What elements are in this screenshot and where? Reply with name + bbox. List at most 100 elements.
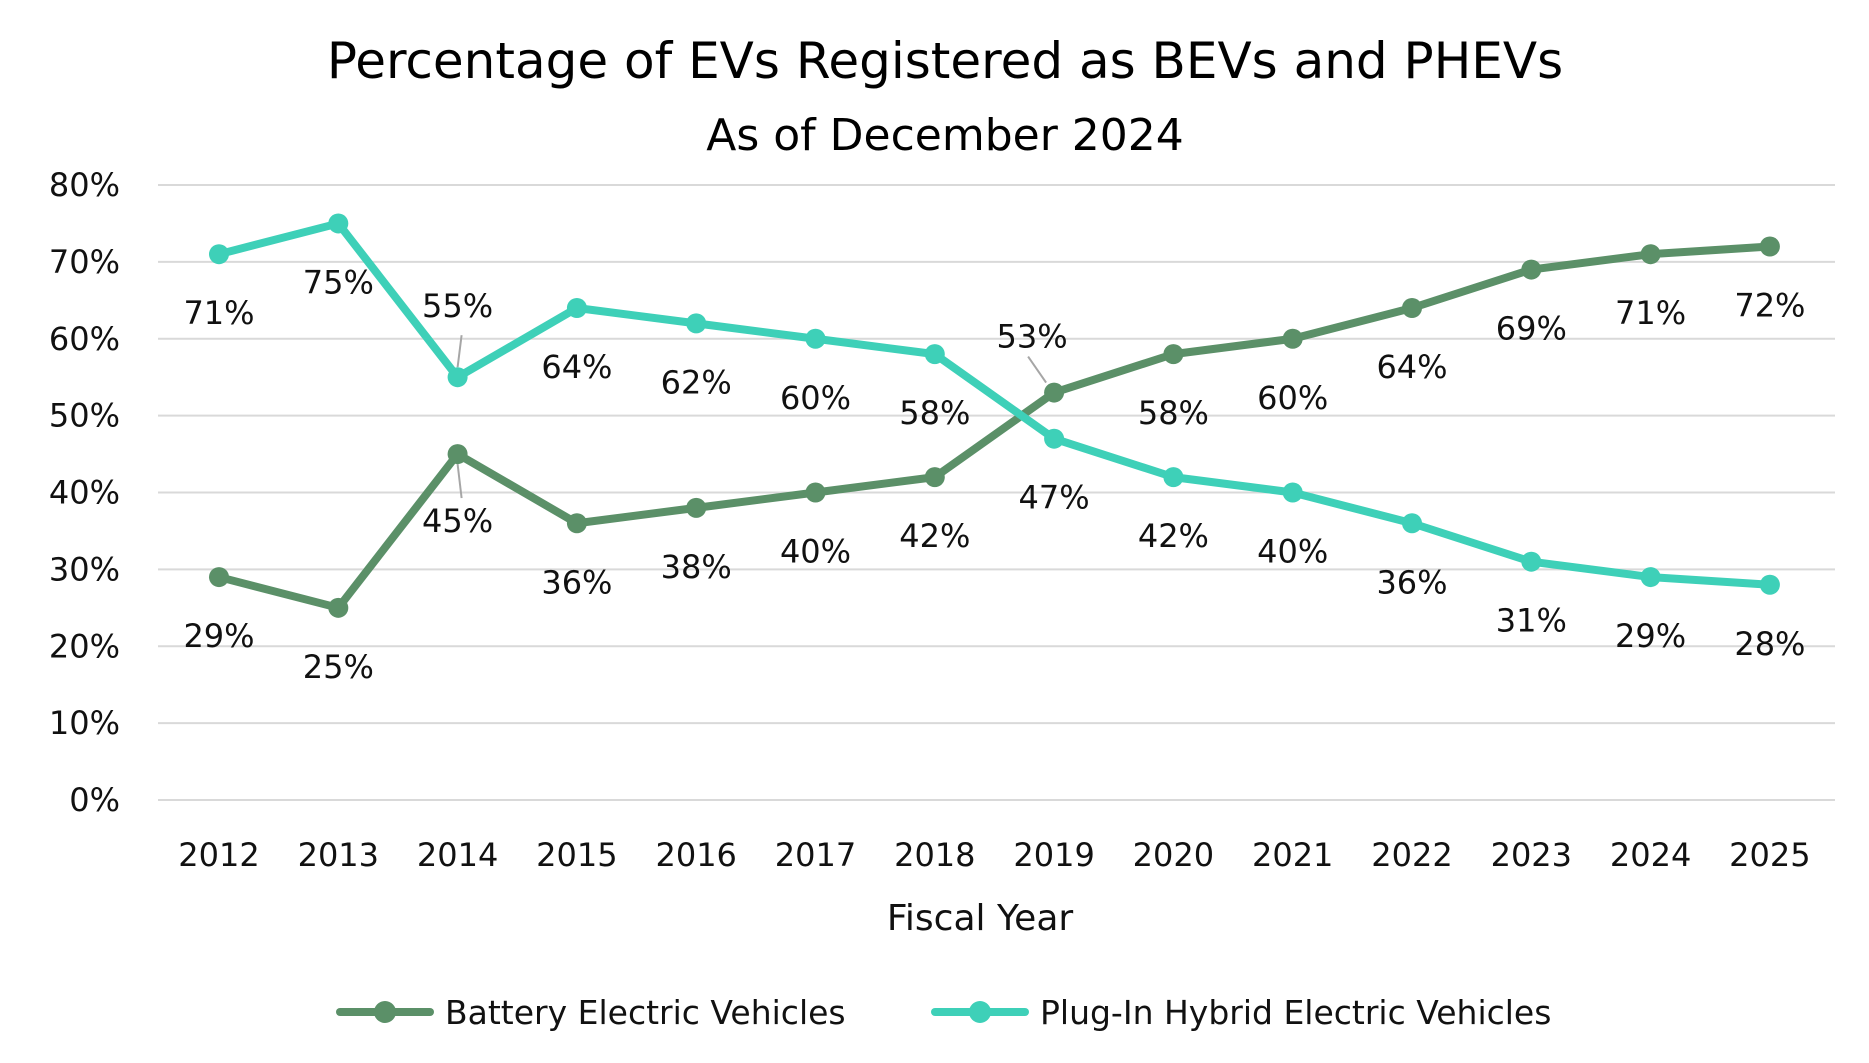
data-point: [805, 482, 826, 503]
legend-label: Battery Electric Vehicles: [445, 993, 846, 1032]
data-point: [1521, 259, 1542, 280]
data-label-phev: 60%: [780, 379, 851, 417]
data-point: [1640, 567, 1661, 588]
x-tick-label: 2025: [1729, 836, 1810, 874]
data-point: [1759, 236, 1780, 257]
y-tick-label: 80%: [49, 166, 120, 204]
x-tick-label: 2014: [417, 836, 498, 874]
y-tick-label: 20%: [49, 627, 120, 665]
legend-swatch-marker: [374, 1001, 396, 1023]
x-tick-label: 2012: [178, 836, 259, 874]
x-tick-label: 2016: [655, 836, 736, 874]
data-label-phev: 40%: [1257, 533, 1328, 571]
data-label-bev: 45%: [422, 502, 493, 540]
y-tick-label: 70%: [49, 243, 120, 281]
data-point: [686, 497, 707, 518]
x-tick-label: 2023: [1491, 836, 1572, 874]
x-tick-label: 2022: [1371, 836, 1452, 874]
data-label-bev: 71%: [1615, 294, 1686, 332]
series-bev: [209, 236, 1780, 618]
data-label-bev: 53%: [997, 318, 1068, 356]
y-tick-label: 30%: [49, 550, 120, 588]
data-label-phev: 55%: [422, 287, 493, 325]
data-point: [1282, 328, 1303, 349]
series-line: [215, 219, 1774, 589]
data-label-bev: 60%: [1257, 379, 1328, 417]
data-point: [1402, 513, 1422, 534]
data-label-bev: 29%: [183, 617, 254, 655]
data-point: [447, 367, 468, 388]
data-label-phev: 71%: [183, 294, 254, 332]
data-label-bev: 58%: [1138, 394, 1209, 432]
x-tick-label: 2018: [894, 836, 975, 874]
data-point: [805, 328, 826, 349]
x-tick-label: 2021: [1252, 836, 1333, 874]
series-line: [215, 242, 1774, 612]
data-point: [1163, 344, 1184, 365]
x-tick-label: 2015: [536, 836, 617, 874]
data-point: [209, 244, 229, 265]
data-label-bev: 25%: [303, 648, 374, 686]
data-labels: 29% 71% 25% 75% 45% 55% 36% 64% 38% 62% 40% 60% 42% 5…: [183, 263, 1805, 685]
data-label-bev: 42%: [899, 517, 970, 555]
x-tick-label: 2020: [1133, 836, 1214, 874]
data-label-phev: 42%: [1138, 517, 1209, 555]
data-label-phev: 28%: [1734, 625, 1805, 663]
data-point: [1521, 551, 1542, 572]
x-axis-tick-labels: 2012 2013 2014 2015 2016 2017 2018 2019 2020 2021…: [178, 836, 1810, 874]
chart-title: Percentage of EVs Registered as BEVs and…: [327, 32, 1563, 90]
data-point: [1044, 428, 1065, 449]
legend-label: Plug-In Hybrid Electric Vehicles: [1040, 993, 1551, 1032]
data-point: [1402, 298, 1422, 318]
x-tick-label: 2019: [1013, 836, 1094, 874]
data-point: [1759, 574, 1780, 595]
y-tick-label: 10%: [49, 704, 120, 742]
data-label-bev: 36%: [541, 563, 612, 601]
leader-line: [456, 463, 463, 499]
data-point: [1640, 244, 1661, 265]
data-point: [447, 444, 468, 465]
data-label-bev: 72%: [1734, 287, 1805, 325]
data-label-phev: 36%: [1376, 563, 1447, 601]
data-point: [1044, 382, 1065, 403]
legend: Battery Electric Vehicles Plug-In Hybrid …: [336, 993, 1551, 1032]
gridlines: [158, 184, 1835, 801]
y-tick-label: 50%: [49, 397, 120, 435]
data-label-phev: 47%: [1019, 479, 1090, 517]
data-point: [328, 597, 349, 618]
series-phev: [209, 213, 1780, 595]
data-point: [686, 313, 707, 334]
data-label-phev: 58%: [899, 394, 970, 432]
leader-line: [1027, 355, 1047, 384]
y-tick-label: 0%: [69, 781, 120, 819]
data-label-bev: 69%: [1496, 310, 1567, 348]
data-point: [1282, 482, 1303, 503]
y-axis-tick-labels: 0% 10% 20% 30% 40% 50% 60% 70% 80%: [49, 166, 120, 819]
data-label-bev: 38%: [661, 548, 732, 586]
series-lines: [209, 213, 1780, 618]
data-label-phev: 31%: [1496, 602, 1567, 640]
data-point: [924, 344, 945, 365]
x-tick-label: 2013: [298, 836, 379, 874]
x-axis-title: Fiscal Year: [887, 898, 1074, 939]
data-point: [566, 298, 587, 318]
y-tick-label: 40%: [49, 474, 120, 512]
data-label-phev: 29%: [1615, 617, 1686, 655]
leader-line: [456, 335, 463, 368]
data-point: [328, 213, 349, 234]
x-tick-label: 2017: [775, 836, 856, 874]
data-label-bev: 64%: [1376, 348, 1447, 386]
data-point: [566, 513, 587, 534]
label-leader-lines: [456, 335, 1047, 499]
chart-subtitle: As of December 2024: [706, 110, 1184, 161]
y-tick-label: 60%: [49, 320, 120, 358]
x-tick-label: 2024: [1610, 836, 1691, 874]
data-point: [1163, 467, 1184, 488]
legend-swatch-marker: [969, 1001, 991, 1023]
legend-item-phev: Plug-In Hybrid Electric Vehicles: [931, 993, 1551, 1032]
data-point: [924, 467, 945, 488]
data-label-phev: 75%: [303, 263, 374, 301]
data-label-bev: 40%: [780, 533, 851, 571]
